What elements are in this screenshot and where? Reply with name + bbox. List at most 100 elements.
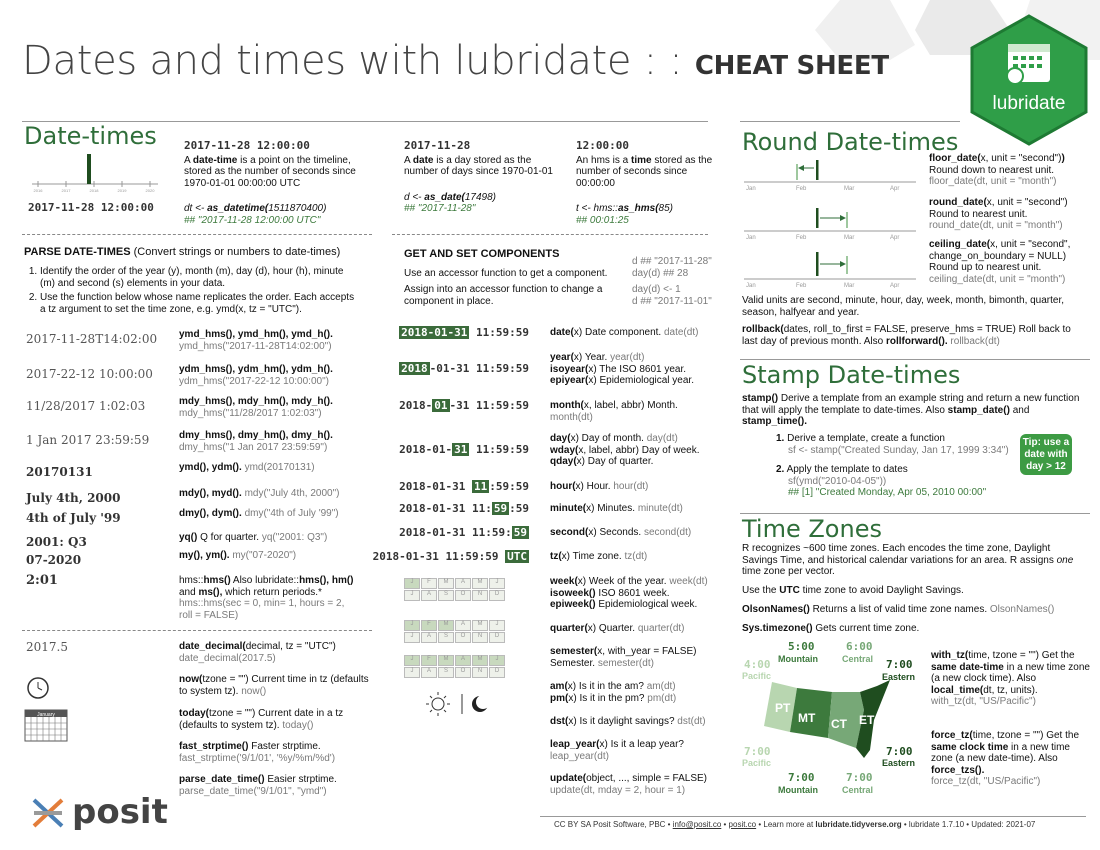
svg-text:Eastern: Eastern [882,758,915,768]
parse-example: 11/28/2017 1:02:03 [26,399,146,413]
month-cell: F [421,620,437,631]
svg-text:Mountain: Mountain [778,654,818,664]
parse-example: 2017-22-12 10:00:00 [26,367,153,381]
divider [22,121,708,122]
month-cell: S [438,667,454,678]
sun-moon-icon [426,692,490,716]
month-cell: M [438,578,454,589]
svg-text:Pacific: Pacific [742,758,771,768]
timeline-tick-label: 2016 [34,188,44,193]
footer-text: CC BY SA Posit Software, PBC • info@posi… [554,820,1036,829]
month-cell: J [404,590,420,601]
month-cell: N [472,667,488,678]
parse-function: dmy_hms(), dmy_hm(), dmy_h(). dmy_hms("1 … [179,430,333,453]
leap-year-fn: leap_year(x) Is it a leap year? leap_year… [550,739,684,762]
accessor-function: year(x) Year. year(dt) isoyear(x) The ISO… [550,352,694,386]
semester-fn: semester(x, with_year = FALSE) Semester. … [550,646,697,669]
round-axis-label: Jan [746,186,756,192]
parse-example: 07-2020 [26,553,82,567]
divider [740,359,1090,360]
round-axis-label: Mar [844,235,854,241]
month-cell: F [421,578,437,589]
svg-text:5:00: 5:00 [788,640,815,653]
parse-function: ymd(), ydm(). ymd(20170131) [179,462,315,473]
stamp-heading: Stamp Date-times [742,361,961,389]
round-heading: Round Date-times [742,128,959,156]
component-example: 2018-01-31 11:59:59 [399,362,529,375]
round-axis-label: Jan [746,235,756,241]
month-cell: A [421,632,437,643]
component-example: 2018-01-31 11:59:59 [399,443,529,456]
getset-title: GET AND SET COMPONENTS [404,248,560,260]
parse-date-time-fn: parse_date_time() Easier strptime. parse_… [179,774,337,797]
svg-text:7:00: 7:00 [846,771,873,784]
valid-units: Valid units are second, minute, hour, da… [742,295,1065,318]
timeline-datetime: 2017-11-28 12:00:00 [28,201,154,214]
divider [540,816,1086,817]
accessor-function: tz(x) Time zone. tz(dt) [550,551,648,562]
with-tz-fn: with_tz(time, tzone = "") Get the same d… [931,650,1090,707]
hms-example: 2:01 [26,573,58,588]
parse-example: 20170131 [26,465,93,479]
dst-fn: dst(x) Is it daylight savings? dst(dt) [550,716,706,727]
datetimes-heading: Date-times [24,122,157,150]
month-cell: O [455,632,471,643]
getset-code: d ## "2017-11-28" day(d) ## 28 day(d) <- 1… [632,256,712,307]
svg-text:6:00: 6:00 [846,640,873,653]
accessor-function: second(x) Seconds. second(dt) [550,527,692,538]
component-example: 2018-01-31 11:59:59 [399,502,529,515]
parse-example: 4th of July '99 [26,511,121,525]
accessor-function: day(x) Day of month. day(dt) wday(x, labe… [550,433,700,467]
month-cell: M [472,578,488,589]
lubridate-site-link[interactable]: lubridate.tidyverse.org [815,820,902,829]
month-cell: J [404,667,420,678]
round-axis-label: Apr [890,283,899,288]
svg-text:January: January [37,712,55,718]
round-axis-label: Feb [796,235,807,241]
month-cell: J [489,620,505,631]
timeline-graphic: 2016 2017 2018 2019 2020 [32,154,158,193]
component-example: 2018-01-31 11:59:59 [399,480,529,493]
parse-title: PARSE DATE-TIMES (Convert strings or num… [24,246,341,258]
posit-link[interactable]: posit.co [728,820,757,829]
month-cell: A [455,578,471,589]
svg-text:PT: PT [775,701,791,715]
posit-logo-icon [32,798,64,828]
sys-timezone-fn: Sys.timezone() Gets current time zone. [742,623,920,634]
round-axis-label: Apr [890,186,899,192]
parse-function: mdy(), myd(). mdy("July 4th, 2000") [179,488,340,499]
email-link[interactable]: info@posit.co [672,820,722,829]
month-cell: J [489,578,505,589]
ceiling-date-fn: ceiling_date(x, unit = "second", change_… [929,239,1071,285]
calendar-icon: January [24,709,68,742]
accessor-function: month(x, label, abbr) Month. month(dt) [550,400,678,423]
parse-function: mdy_hms(), mdy_hm(), mdy_h(). mdy_hms("11… [179,396,333,419]
month-cell: S [438,590,454,601]
parse-function: ydm_hms(), ydm_hm(), ydm_h(). ydm_hms("20… [179,364,333,387]
lubridate-logo: lubridate [970,14,1088,146]
tz-heading: Time Zones [742,515,882,543]
svg-text:Eastern: Eastern [882,672,915,682]
svg-text:Mountain: Mountain [778,785,818,795]
datetime-definition: 2017-11-28 12:00:00 A date-time is a poi… [184,139,356,226]
svg-text:MT: MT [798,711,816,725]
parse-example: 2001: Q3 [26,535,87,549]
tip-badge: Tip: use a date with day > 12 [1020,434,1072,476]
quarter-fn: quarter(x) Quarter. quarter(dt) [550,623,685,634]
month-cell: M [438,655,454,666]
round-axis-label: Jan [746,283,756,288]
posit-brand: posit [72,792,168,832]
date-definition: 2017-11-28 A date is a day stored as the… [404,139,553,215]
round-date-fn: round_date(x, unit = "second") Round to n… [929,197,1068,231]
svg-text:7:00: 7:00 [744,745,771,758]
svg-text:Central: Central [842,785,873,795]
am-pm-fns: am(x) Is it in the am? am(dt) pm(x) Is i… [550,681,677,704]
svg-text:7:00: 7:00 [886,745,913,758]
month-cell: N [472,632,488,643]
floor-date-fn: floor_date(x, unit = "second")) Round dow… [929,153,1065,187]
divider [740,513,1090,514]
getset-p1: Use an accessor function to get a compon… [404,268,608,279]
round-axis-label: Apr [890,235,899,241]
svg-text:Central: Central [842,654,873,664]
